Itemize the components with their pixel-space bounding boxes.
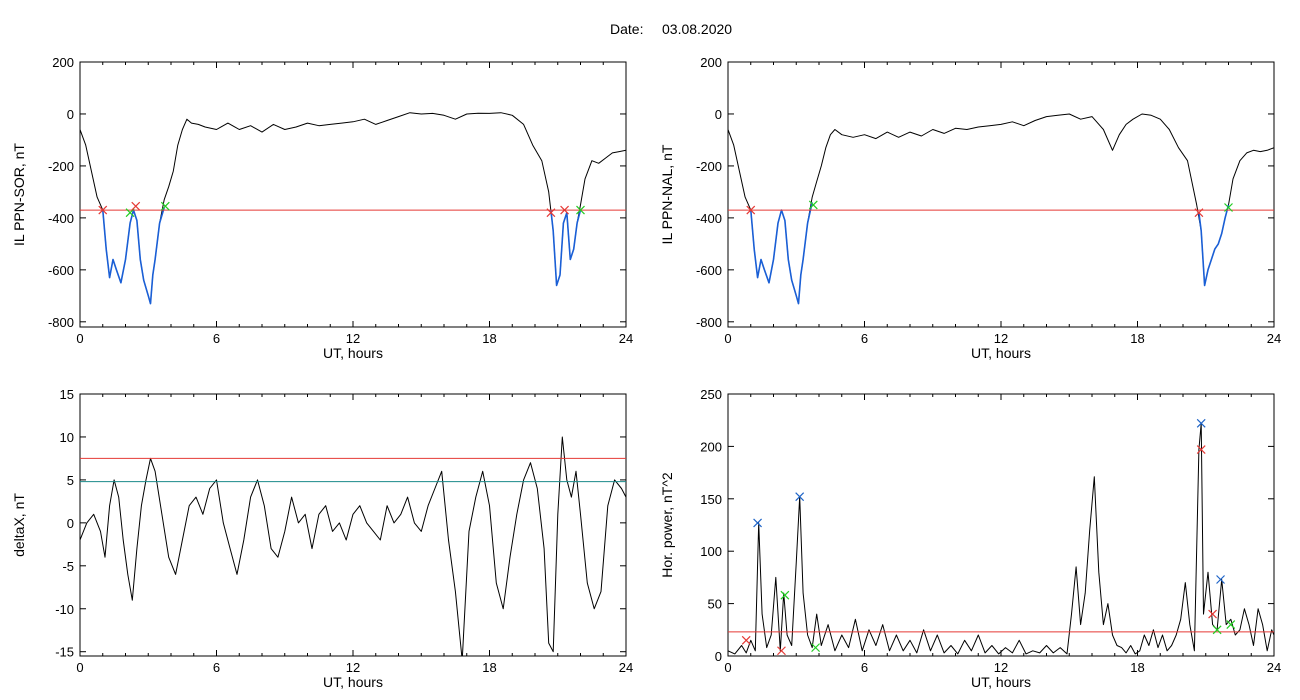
x-tick-label: 18 <box>482 660 496 675</box>
x-tick-label: 12 <box>346 331 360 346</box>
figure-title: Date: 03.08.2020 <box>610 21 732 37</box>
y-axis-label: deltaX, nT <box>11 493 27 557</box>
y-tick-label: -600 <box>696 263 722 278</box>
plot-frame <box>727 393 1275 657</box>
x-marker <box>160 201 170 211</box>
plot-area <box>80 112 626 305</box>
y-tick-label: 200 <box>700 439 722 454</box>
highlight-series-line <box>102 207 165 305</box>
x-marker <box>560 205 569 215</box>
x-marker <box>1196 445 1206 454</box>
x-marker <box>780 590 790 600</box>
y-tick-label: 150 <box>700 492 722 507</box>
y-tick-label: 50 <box>708 597 722 612</box>
y-tick-label: -400 <box>696 211 722 226</box>
y-tick-label: 200 <box>700 55 722 70</box>
x-marker <box>777 646 786 656</box>
x-tick-label: 12 <box>346 660 360 675</box>
chart-panel-1: 0 6 12 18 24 200 0 -200 -400 -600 -800 UT, hours IL … <box>11 55 633 361</box>
x-tick-label: 18 <box>482 331 496 346</box>
x-marker <box>131 201 141 211</box>
x-tick-label: 18 <box>1130 331 1144 346</box>
x-tick-label: 6 <box>861 331 868 346</box>
x-marker <box>795 492 805 502</box>
x-marker <box>98 205 108 215</box>
y-tick-label: 10 <box>60 430 74 445</box>
x-tick-label: 24 <box>1267 331 1281 346</box>
x-marker <box>1212 625 1222 635</box>
y-tick-label: -5 <box>62 559 74 574</box>
x-marker <box>811 643 821 653</box>
x-marker <box>1208 609 1217 619</box>
y-tick-label: -800 <box>48 315 74 330</box>
highlight-series-line <box>750 202 813 305</box>
x-marker <box>1224 203 1233 212</box>
x-marker <box>576 205 585 215</box>
x-marker <box>741 635 751 645</box>
highlight-series-line <box>550 209 582 287</box>
y-tick-label: -800 <box>696 315 722 330</box>
y-tick-label: -10 <box>55 602 74 617</box>
date-label: Date: <box>610 21 643 37</box>
series-line <box>80 436 626 656</box>
chart-panel-2: 0 6 12 18 24 200 0 -200 -400 -600 -800 UT, hours IL … <box>659 55 1281 361</box>
x-marker <box>546 208 556 218</box>
plot-area <box>728 418 1274 656</box>
x-marker <box>1196 418 1206 428</box>
x-axis-label: UT, hours <box>971 345 1031 361</box>
x-tick-label: 24 <box>619 331 633 346</box>
x-marker <box>753 518 762 528</box>
x-tick-label: 0 <box>724 331 731 346</box>
y-axis-label: IL PPN-NAL, nT <box>659 144 675 244</box>
x-marker <box>1194 208 1204 218</box>
y-tick-label: -200 <box>696 159 722 174</box>
x-marker <box>746 205 756 215</box>
x-axis-label: UT, hours <box>971 674 1031 690</box>
y-tick-label: 0 <box>67 516 74 531</box>
plot-area <box>728 113 1274 305</box>
x-tick-label: 0 <box>76 660 83 675</box>
x-marker <box>1226 620 1236 629</box>
x-tick-label: 6 <box>861 660 868 675</box>
plot-frame <box>79 61 627 328</box>
y-axis-label: Hor. power, nT^2 <box>659 472 675 578</box>
y-tick-label: 0 <box>715 107 722 122</box>
y-tick-label: 15 <box>60 387 74 402</box>
x-tick-label: 24 <box>1267 660 1281 675</box>
x-marker <box>1216 575 1225 584</box>
y-tick-label: -200 <box>48 159 74 174</box>
plot-frame <box>79 393 627 657</box>
chart-panel-4: 0 6 12 18 24 250 200 150 100 50 0 UT, hours Hor. pow… <box>659 387 1281 690</box>
y-tick-label: 100 <box>700 544 722 559</box>
x-tick-label: 6 <box>213 660 220 675</box>
x-tick-label: 12 <box>994 660 1008 675</box>
x-tick-label: 24 <box>619 660 633 675</box>
x-tick-label: 0 <box>724 660 731 675</box>
x-marker <box>808 200 818 210</box>
y-axis-label: IL PPN-SOR, nT <box>11 143 27 246</box>
plot-area <box>80 436 626 656</box>
y-tick-label: 0 <box>715 649 722 664</box>
x-axis-label: UT, hours <box>323 674 383 690</box>
x-tick-label: 18 <box>1130 660 1144 675</box>
y-tick-label: 250 <box>700 387 722 402</box>
plot-frame <box>727 61 1275 328</box>
series-line <box>80 112 626 305</box>
y-tick-label: 200 <box>52 55 74 70</box>
y-tick-label: -600 <box>48 263 74 278</box>
series-line <box>728 422 1274 655</box>
y-tick-label: -400 <box>48 211 74 226</box>
highlight-series-line <box>1198 204 1230 287</box>
date-value: 03.08.2020 <box>662 21 732 37</box>
y-tick-label: 0 <box>67 107 74 122</box>
x-tick-label: 12 <box>994 331 1008 346</box>
x-tick-label: 0 <box>76 331 83 346</box>
x-tick-label: 6 <box>213 331 220 346</box>
x-axis-label: UT, hours <box>323 345 383 361</box>
y-tick-label: 5 <box>67 473 74 488</box>
chart-panels: 0 6 12 18 24 200 0 -200 -400 -600 -800 UT, hours IL … <box>11 55 1281 690</box>
y-tick-label: -15 <box>55 645 74 660</box>
chart-panel-3: 0 6 12 18 24 15 10 5 0 -5 -10 -15 UT, hours deltaX, n… <box>11 387 633 690</box>
